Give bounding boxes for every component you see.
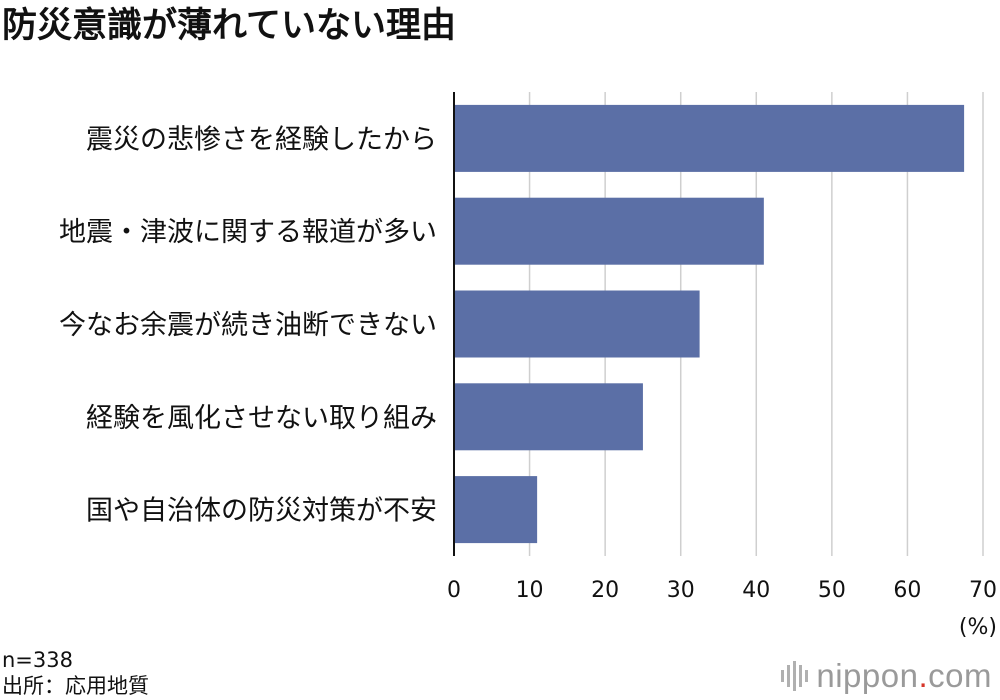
category-label: 地震・津波に関する報道が多い [59,217,437,248]
x-tick-label: 0 [447,578,461,603]
category-label: 今なお余震が続き油断できない [59,310,437,341]
x-tick-label: 30 [667,578,695,603]
bars [454,104,965,544]
x-tick-label: 70 [969,578,997,603]
category-label: 国や自治体の防災対策が不安 [86,496,437,527]
x-tick-label: 40 [742,578,770,603]
category-label: 震災の悲惨さを経験したから [86,124,437,155]
bar [454,104,965,172]
chart-title: 防災意識が薄れていない理由 [2,6,456,46]
logo-mark-icon [781,661,809,691]
x-tick-label: 10 [516,578,544,603]
nippon-logo: nippon.com [781,659,992,693]
x-tick-label: 50 [818,578,846,603]
category-labels: 震災の悲惨さを経験したから地震・津波に関する報道が多い今なお余震が続き油断できな… [59,124,437,526]
bar [454,290,700,358]
logo-text: nippon.com [816,657,992,694]
bar [454,383,643,451]
x-tick-labels: 0 10 20 30 40 50 60 70 [447,578,997,603]
x-tick-label: 20 [591,578,619,603]
sample-size: n=338 [2,648,73,672]
x-tick-label: 60 [893,578,921,603]
source-note: 出所：応用地質 [2,674,149,698]
bar [454,197,764,265]
x-axis-unit-label: (%) [959,615,997,640]
bar [454,476,538,544]
category-label: 経験を風化させない取り組み [86,403,437,434]
